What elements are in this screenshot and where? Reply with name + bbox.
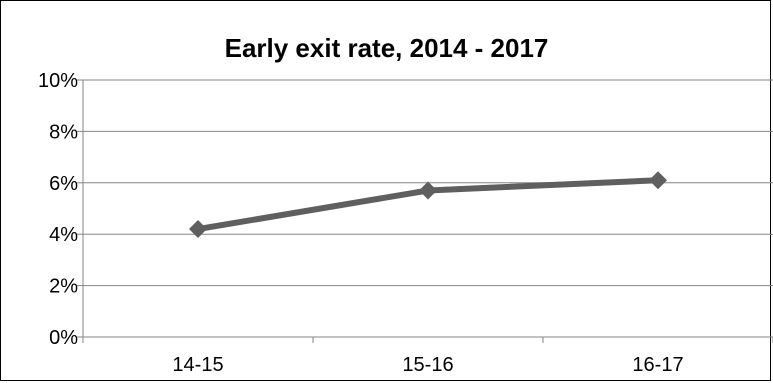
x-tick-label: 15-16 [402,354,453,376]
data-point [419,181,437,200]
chart-title: Early exit rate, 2014 - 2017 [224,33,549,63]
data-point [189,220,207,239]
x-tick-labels: 14-15 15-16 16-17 [172,354,683,376]
x-tick-label: 14-15 [172,354,223,376]
x-tick-label: 16-17 [632,354,683,376]
y-tick-label: 8% [49,121,78,143]
series [189,171,667,239]
y-tick-label: 4% [49,224,78,246]
axes [77,79,773,343]
y-tick-label: 10% [38,70,78,92]
data-point [649,171,667,190]
y-tick-label: 6% [49,173,78,195]
y-tick-labels: 0% 2% 4% 6% 8% 10% [38,70,78,349]
y-tick-label: 2% [49,276,78,298]
y-tick-label: 0% [49,327,78,349]
